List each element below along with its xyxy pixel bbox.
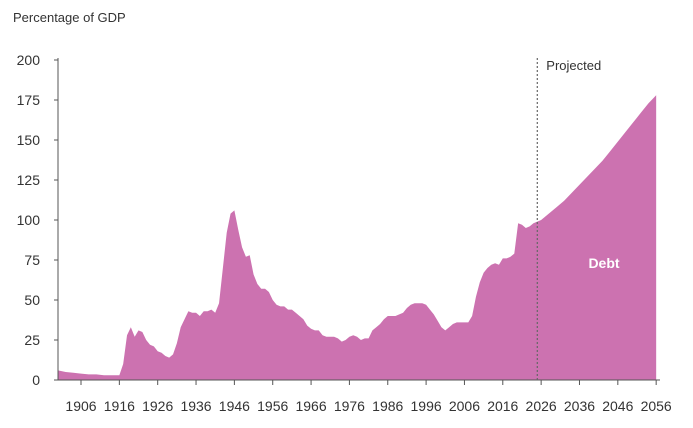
y-tick-label: 25 (24, 332, 40, 348)
x-tick-label: 2046 (602, 398, 633, 414)
x-tick-label: 1986 (372, 398, 403, 414)
y-tick-label: 200 (17, 52, 41, 68)
debt-series-label: Debt (588, 255, 619, 271)
y-tick-label: 50 (24, 292, 40, 308)
y-axis-label: Percentage of GDP (13, 10, 126, 25)
projected-label: Projected (546, 58, 601, 73)
x-tick-label: 2056 (641, 398, 672, 414)
x-tick-label: 1966 (295, 398, 326, 414)
y-tick-label: 125 (17, 172, 41, 188)
x-tick-label: 2036 (564, 398, 595, 414)
x-tick-label: 1916 (104, 398, 135, 414)
x-tick-labels: 1906 1916 1926 1936 1946 1956 1966 1976 1986 1996… (65, 380, 672, 414)
x-tick-label: 2016 (487, 398, 518, 414)
x-tick-label: 1976 (334, 398, 365, 414)
debt-area (58, 95, 657, 380)
y-tick-label: 0 (32, 372, 40, 388)
x-tick-label: 2006 (449, 398, 480, 414)
y-tick-label: 175 (17, 92, 41, 108)
y-tick-label: 100 (17, 212, 41, 228)
x-tick-label: 1926 (142, 398, 173, 414)
x-tick-label: 2026 (526, 398, 557, 414)
x-tick-label: 1936 (180, 398, 211, 414)
y-tick-label: 75 (24, 252, 40, 268)
x-tick-label: 1996 (411, 398, 442, 414)
y-tick-labels: 0 25 50 75 100 125 150 175 200 (17, 52, 58, 388)
x-tick-label: 1906 (65, 398, 96, 414)
x-tick-label: 1946 (219, 398, 250, 414)
x-tick-label: 1956 (257, 398, 288, 414)
y-tick-label: 150 (17, 132, 41, 148)
